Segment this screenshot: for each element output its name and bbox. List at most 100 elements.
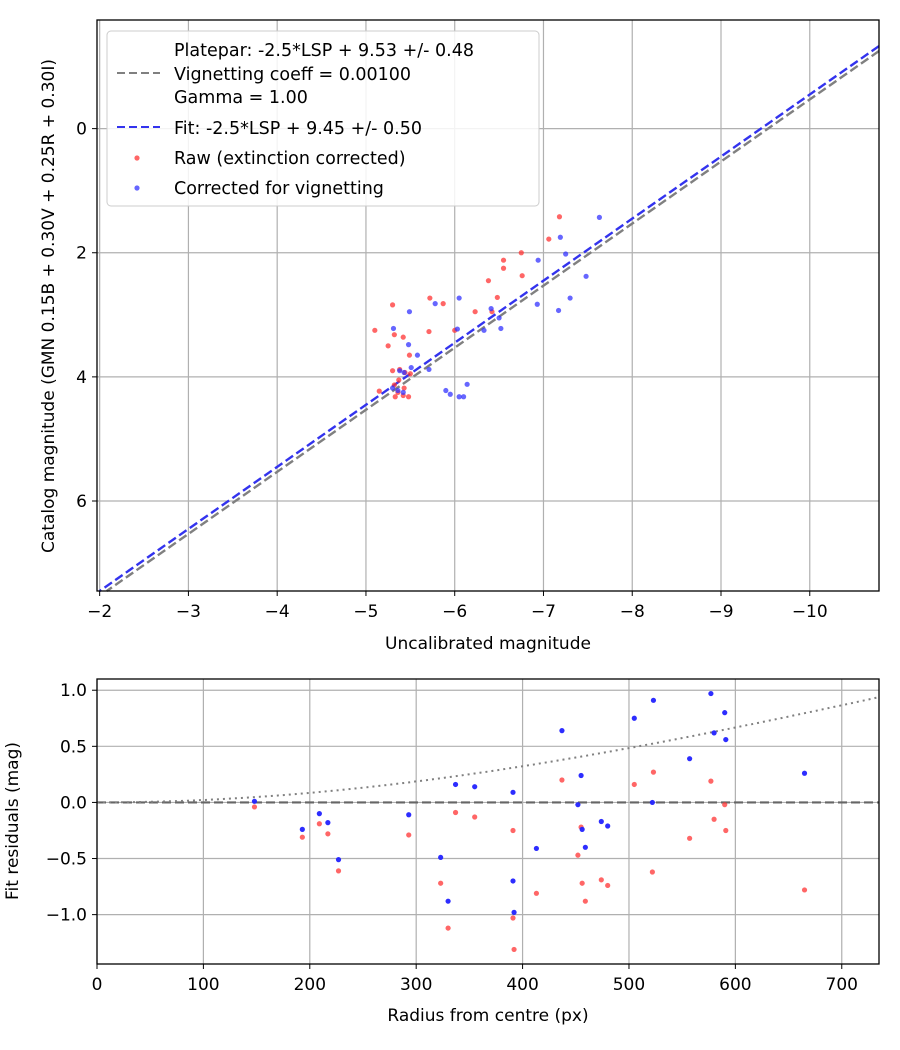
bottom-corrected-point <box>650 697 657 703</box>
top-fit-lines <box>98 45 880 592</box>
top-corrected-point <box>406 309 413 315</box>
bottom-raw-point <box>559 777 565 783</box>
bottom-corrected-point <box>533 845 540 852</box>
top-corrected-point <box>460 394 467 400</box>
top-x-tick-label: −3 <box>176 602 201 622</box>
bottom-raw-point <box>801 887 808 893</box>
bottom-corrected-point <box>579 826 585 832</box>
bottom-corrected-point <box>801 770 808 776</box>
bottom-corrected-point <box>711 730 717 736</box>
bottom-raw-point <box>605 882 611 889</box>
bottom-raw-point <box>575 852 581 858</box>
bottom-raw-point <box>722 802 728 808</box>
top-raw-point <box>406 352 413 358</box>
top-raw-point <box>426 328 432 335</box>
legend-platepar-label: Platepar: -2.5*LSP + 9.53 +/- 0.48 <box>174 41 474 61</box>
top-raw-point <box>376 388 382 394</box>
bottom-raw-point <box>251 804 258 810</box>
top-corrected-point <box>456 394 462 400</box>
top-raw-point <box>391 332 397 338</box>
top-raw-point <box>405 394 412 400</box>
top-corrected-point <box>405 342 412 348</box>
top-raw-point <box>500 265 507 271</box>
top-x-tick-label: −7 <box>531 602 556 622</box>
bottom-corrected-point <box>722 710 728 716</box>
top-raw-point <box>392 394 398 400</box>
top-raw-point <box>500 257 507 263</box>
bottom-corrected-point <box>335 857 342 863</box>
top-corrected-point <box>456 295 462 301</box>
bottom-raw-point <box>598 877 604 883</box>
top-raw-point <box>372 327 378 333</box>
bottom-corrected-point <box>649 799 655 806</box>
bottom-corrected-point <box>316 811 322 817</box>
top-x-tick-label: −8 <box>620 602 645 622</box>
top-corrected-point <box>534 301 540 307</box>
top-corrected-point <box>389 385 396 391</box>
bottom-raw-point <box>533 890 540 896</box>
top-corrected-point <box>454 326 460 332</box>
bottom-raw-point <box>299 834 305 840</box>
bottom-y-tick-label: 1.0 <box>60 681 87 701</box>
top-raw-point <box>472 309 478 315</box>
top-corrected-point <box>443 387 449 394</box>
bottom-raw-point <box>510 827 516 834</box>
bottom-raw-point <box>711 816 717 822</box>
top-raw-point <box>389 368 396 374</box>
bottom-corrected-point <box>511 909 517 915</box>
bottom-raw-point <box>649 869 655 875</box>
top-raw-point <box>427 295 433 301</box>
top-raw-point <box>396 377 402 383</box>
bottom-corrected-point <box>559 728 565 734</box>
top-raw-point <box>485 278 492 284</box>
top-x-axis-label: Uncalibrated magnitude <box>385 634 591 654</box>
bottom-axes-frame <box>96 678 880 965</box>
bottom-corrected-point <box>582 844 588 850</box>
top-corrected-point <box>401 369 407 376</box>
bottom-raw-point <box>452 809 459 816</box>
bottom-points <box>251 690 808 953</box>
bottom-corrected-point <box>575 802 581 808</box>
top-y-tick-label: 6 <box>76 492 87 512</box>
top-corrected-point <box>498 325 504 332</box>
bottom-corrected-point <box>687 756 693 762</box>
top-raw-point <box>389 302 396 308</box>
bottom-y-ticks: 1.0 0.5 0.0 −0.5 −1.0 <box>46 681 97 926</box>
legend: Platepar: -2.5*LSP + 9.53 +/- 0.48 Vigne… <box>106 30 540 207</box>
top-corrected-point <box>426 366 432 373</box>
top-corrected-point <box>567 295 573 301</box>
top-x-tick-label: −10 <box>792 602 828 622</box>
top-corrected-point <box>408 364 414 371</box>
bottom-chart: 0 100 200 300 400 500 600 700 1.0 0.5 0.0 −0.5 −1.0… <box>3 678 880 1026</box>
bottom-raw-point <box>335 868 342 874</box>
legend-corrected-point-swatch <box>134 185 140 191</box>
bottom-corrected-point <box>438 854 444 861</box>
top-y-tick-label: 4 <box>76 368 87 388</box>
bottom-x-ticks: 0 100 200 300 400 500 600 700 <box>92 964 858 995</box>
top-x-ticks: −2 −3 −4 −5 −6 −7 −8 −9 −10 <box>87 591 828 622</box>
bottom-x-tick-label: 600 <box>719 975 751 995</box>
bottom-corrected-point <box>299 826 305 832</box>
top-raw-point <box>440 301 446 307</box>
top-corrected-point <box>447 391 453 397</box>
bottom-x-tick-label: 200 <box>294 975 326 995</box>
bottom-raw-point <box>511 946 517 953</box>
top-points <box>372 214 602 400</box>
top-line-fit <box>98 45 880 592</box>
top-raw-point <box>518 250 524 256</box>
legend-box <box>106 30 540 207</box>
bottom-corrected-point <box>605 823 611 829</box>
legend-fit-label: Fit: -2.5*LSP + 9.45 +/- 0.50 <box>174 119 422 139</box>
top-corrected-point <box>397 368 403 374</box>
top-corrected-point <box>496 315 502 321</box>
top-corrected-point <box>390 325 397 332</box>
top-raw-point <box>556 214 563 220</box>
top-line-platepar <box>106 50 880 592</box>
bottom-raw-point <box>445 925 451 931</box>
top-x-tick-label: −9 <box>708 602 733 622</box>
legend-vignetting-label: Vignetting coeff = 0.00100 <box>174 65 411 85</box>
bottom-corrected-point <box>723 736 729 743</box>
bottom-raw-point <box>723 827 729 834</box>
legend-corrected-label: Corrected for vignetting <box>174 179 384 199</box>
